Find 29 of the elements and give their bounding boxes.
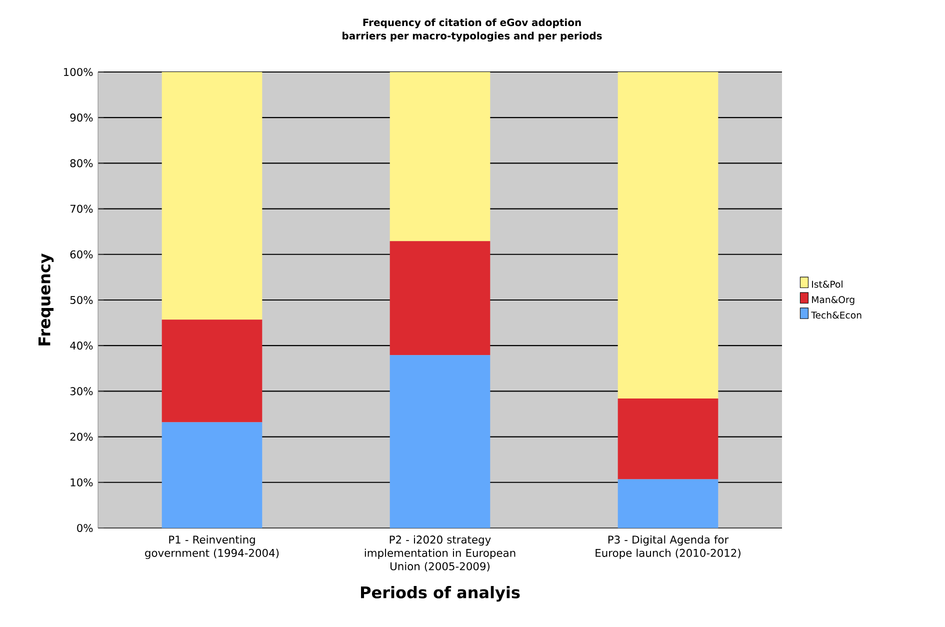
y-tick-label: 90% [70,114,93,122]
bar [618,72,718,398]
y-tick-label: 80% [70,159,93,168]
bar [390,72,490,242]
y-tick-label: 40% [70,342,93,350]
bar [162,72,262,320]
bar [390,241,490,356]
y-tick-label: 60% [70,250,93,258]
bar [618,398,718,480]
x-tick-label: P1 - Reinventing government (1994-2004) [145,535,279,560]
y-axis-title: Frequency [38,253,54,346]
y-tick-label: 0% [77,524,93,532]
y-tick-label: 50% [70,296,93,304]
legend-label: Man&Org [812,296,854,305]
legend-label: Ist&Pol [812,280,842,288]
y-tick-label: 10% [70,478,93,486]
x-axis-title: Periods of analyis [361,586,520,602]
legend-label: Tech&Econ [811,311,862,319]
bar [618,479,718,528]
x-tick-label: P3 - Digital Agenda for Europe launch (2010-2012) [596,535,740,560]
bar [390,355,490,528]
y-tick-label: 100% [64,68,93,76]
y-tick-label: 20% [70,432,93,441]
chart-title: Frequency of citation of eGov adoption barriers per macro-typologies and per periods [342,18,602,42]
bar [162,320,262,422]
y-tick-label: 70% [70,204,93,213]
bar [162,422,262,528]
x-tick-label: P2 - i2020 strategy implementation in European Union (2005-2009) [364,535,516,572]
y-tick-label: 30% [70,387,93,396]
